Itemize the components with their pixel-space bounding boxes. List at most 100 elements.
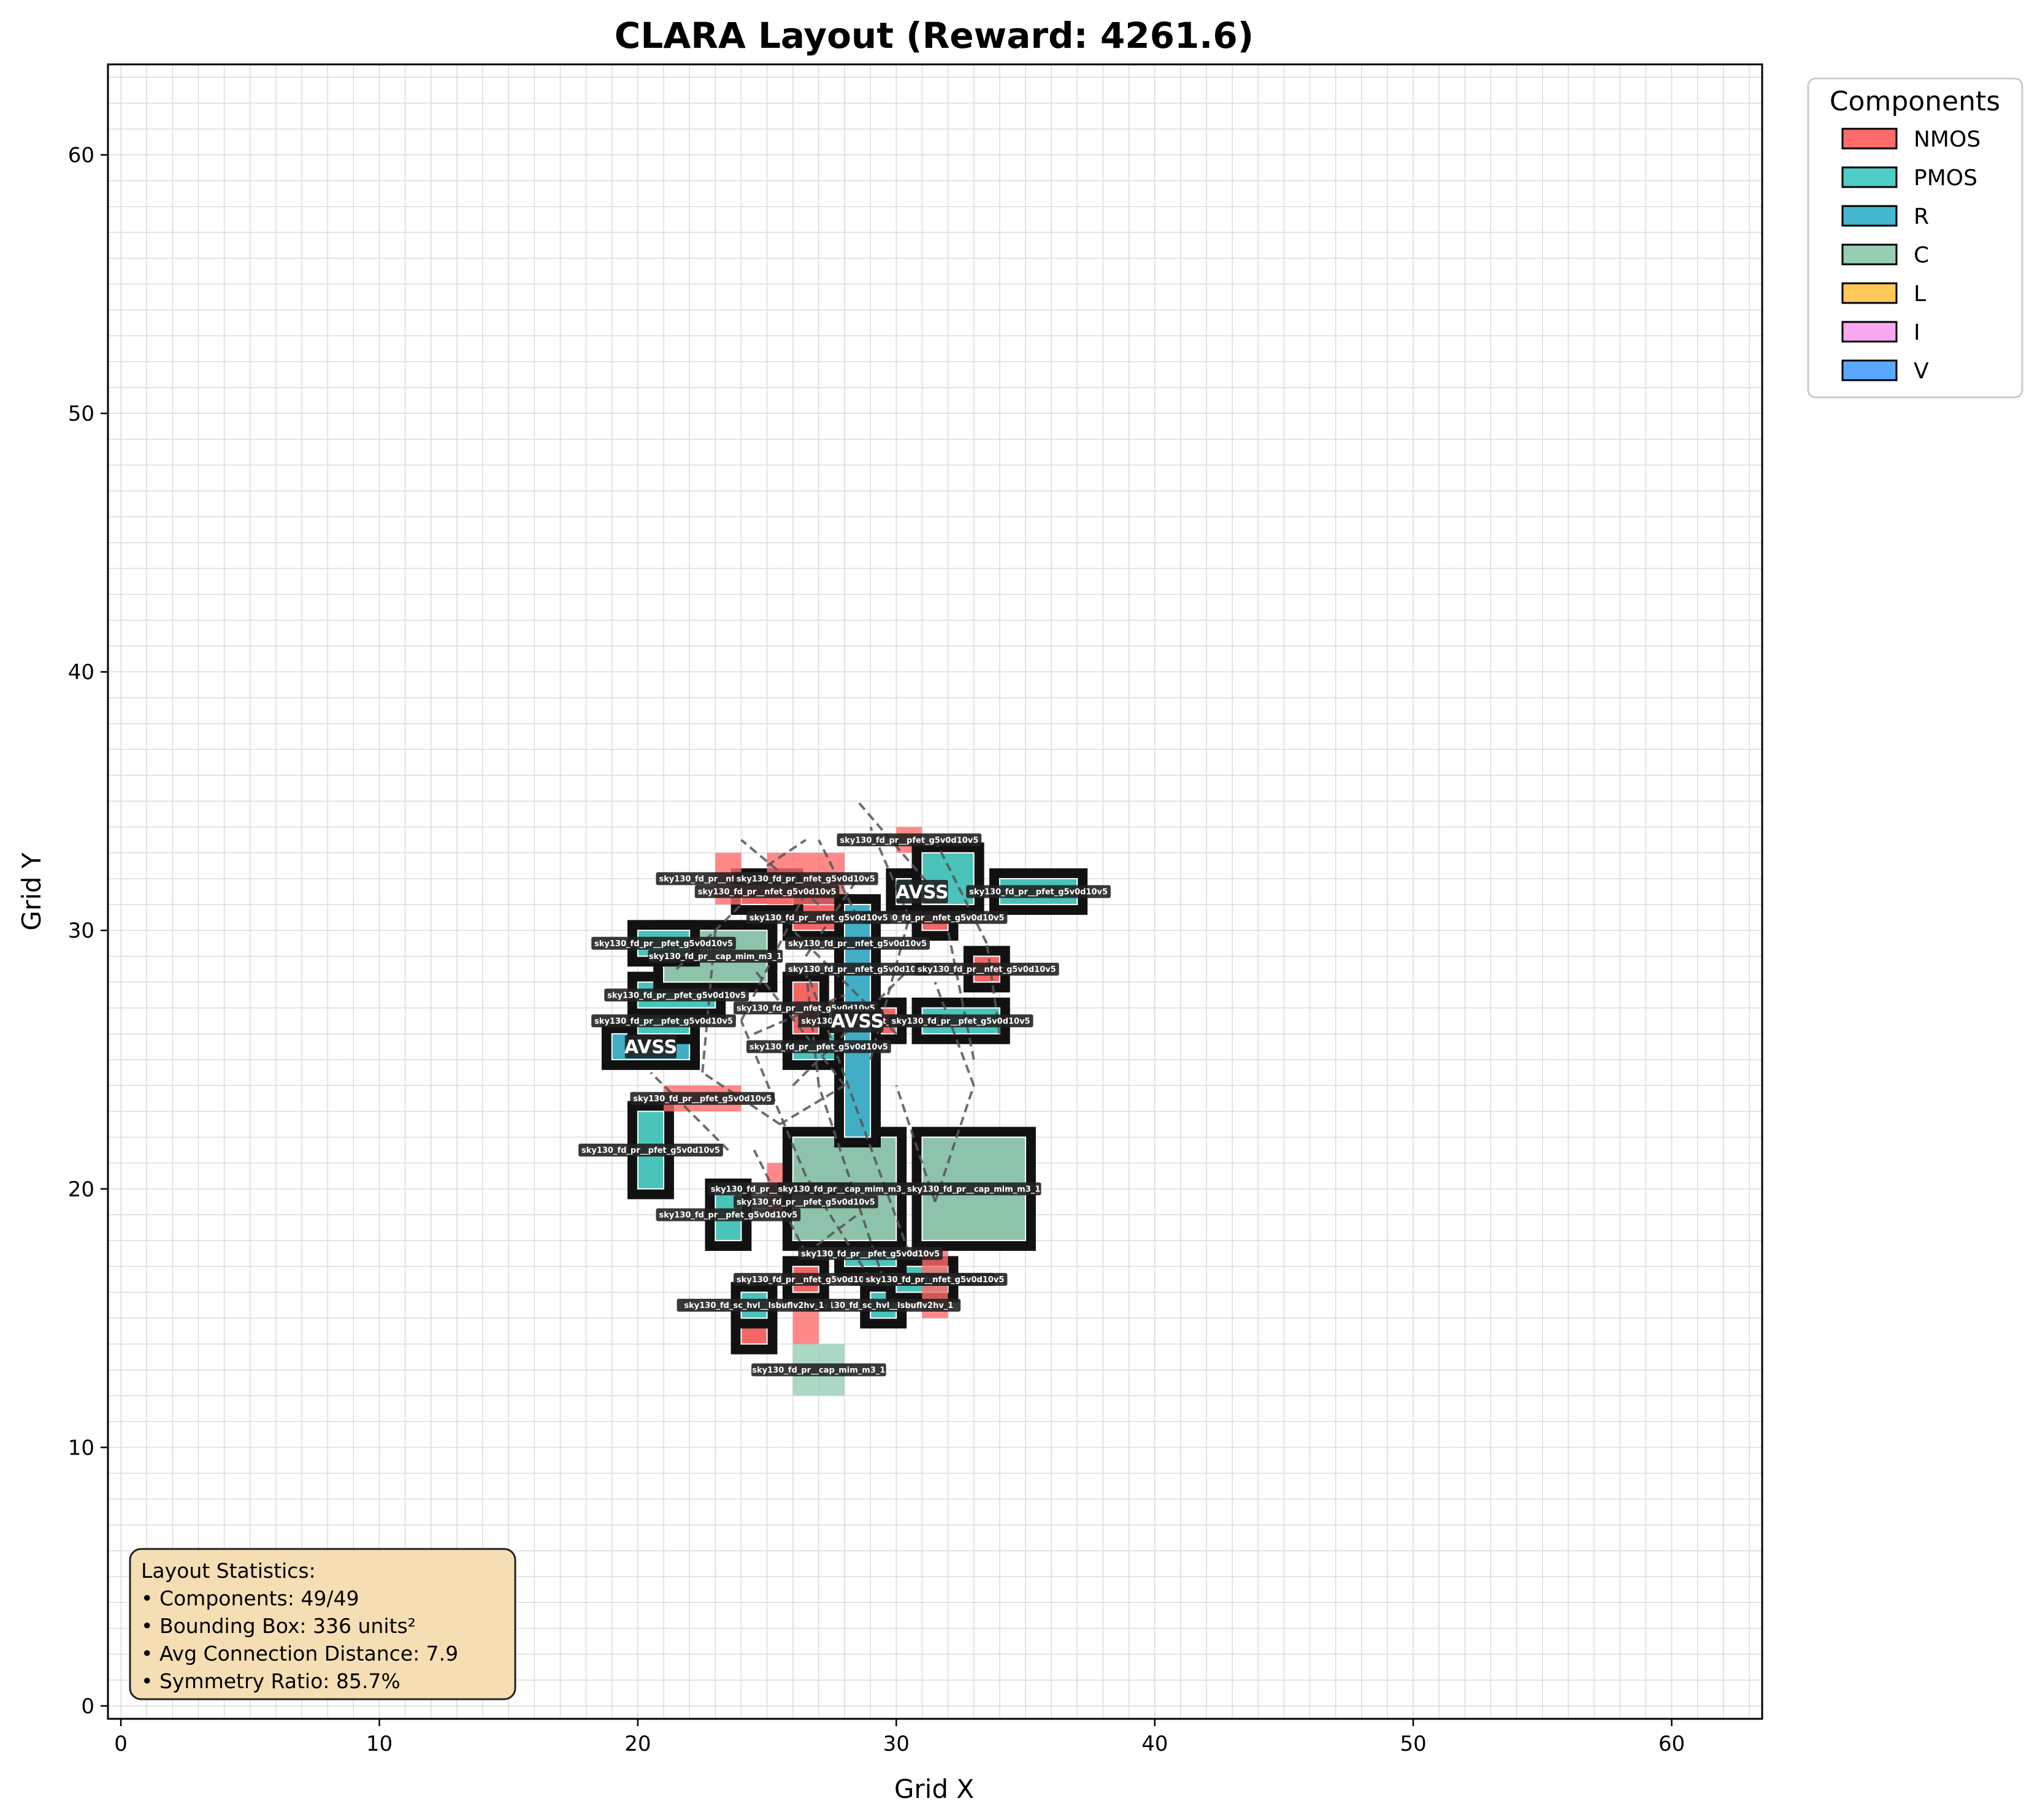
legend-box xyxy=(1807,77,2023,399)
stats-components: • Components: 49/49 xyxy=(141,1586,359,1610)
connection-line xyxy=(934,981,975,1086)
component-label-box xyxy=(777,1182,912,1196)
x-tick-label: 60 xyxy=(1658,1732,1685,1756)
component-label-box xyxy=(733,1195,878,1209)
legend-swatch xyxy=(1841,282,1898,304)
component-label: sky130_fd_pr__pfet_g5v0d10v5 xyxy=(801,1250,940,1259)
y-tick-label: 40 xyxy=(68,660,94,685)
component-label: sky130_fd_pr__nfet_g5v0d10v5 xyxy=(918,965,1056,974)
connection-line xyxy=(946,930,975,1060)
y-axis-label: Grid Y xyxy=(17,852,47,930)
y-tick-label: 30 xyxy=(68,919,94,943)
stats-avg-distance: • Avg Connection Distance: 7.9 xyxy=(141,1642,458,1665)
component-label: sky130_fd_pr__pfet_g5v0d10v5 xyxy=(633,1095,772,1104)
connection-line xyxy=(895,1085,937,1202)
component-label-box xyxy=(906,1182,1041,1196)
component-label-box xyxy=(733,1272,878,1286)
x-tick-label: 40 xyxy=(1141,1732,1168,1756)
component-label: sky130_fd_pr__nfet_g5v0d10v5 xyxy=(788,965,927,974)
connection-line xyxy=(650,1071,729,1151)
component-labels-layer: sky130_fd_pr__cap_mim_m3_1 sky130_fd_sc_h… xyxy=(578,833,1111,1377)
component-label: sky130_fd_pr__cap_mim_m3_1 xyxy=(752,1366,885,1375)
grid-lines xyxy=(108,64,1762,1719)
stats-box: Layout Statistics: • Components: 49/49 •… xyxy=(129,1548,516,1700)
component-label: sky130_fd_pr__cap_mim_m3_1 xyxy=(907,1185,1040,1194)
connection-line xyxy=(934,1085,975,1202)
stats-background xyxy=(129,1548,516,1700)
component-label-box xyxy=(578,1144,723,1157)
y-tick-label: 60 xyxy=(68,143,94,168)
stats-title: Layout Statistics: xyxy=(141,1559,316,1583)
component-label-box xyxy=(591,1014,736,1028)
component-label: sky130_fd_pr__pfet_g5v0d10v5 xyxy=(607,991,746,1000)
connection-line xyxy=(701,930,717,1073)
component-label-box xyxy=(806,1298,961,1312)
connection-line xyxy=(804,968,911,1254)
component-label: sky130_fd_pr__nfet_g5v0d10v5 xyxy=(788,939,927,949)
x-tick-label: 10 xyxy=(366,1732,393,1756)
legend-swatch xyxy=(1841,205,1898,227)
component-label: sky130_fd_pr__pfet_g5v0d10v5 xyxy=(594,939,733,949)
y-axis-ticks: 0 10 20 30 40 50 60 xyxy=(68,143,108,1719)
component-label: sky130_fd_pr__pfet_g5v0d10v5 xyxy=(659,1211,797,1220)
stats-symmetry: • Symmetry Ratio: 85.7% xyxy=(141,1669,401,1693)
component-label-box xyxy=(966,885,1111,898)
component-label-box xyxy=(798,1247,943,1260)
component-label-box xyxy=(888,1014,1033,1028)
legend-label: L xyxy=(1914,281,1926,307)
legend-swatch xyxy=(1841,128,1898,150)
component-label-box xyxy=(630,1092,775,1105)
component-label: sky130_fd_pr__pfet_g5v0d10v5 xyxy=(737,1198,875,1207)
plot-area: sky130_fd_pr__cap_mim_m3_1 sky130_fd_sc_h… xyxy=(107,63,1763,1720)
component-label: sky130_fd_pr__nfet_g5v0d10v5 xyxy=(750,914,888,923)
connection-line xyxy=(805,1214,859,1255)
y-tick-label: 20 xyxy=(68,1177,94,1202)
component-label: AVSS xyxy=(895,882,948,903)
component-label-box xyxy=(656,1208,801,1222)
legend-swatch xyxy=(1841,166,1898,188)
component-label: sky130_fd_pr__cap_mim_m3_1 xyxy=(778,1185,911,1194)
x-tick-label: 50 xyxy=(1400,1732,1426,1756)
legend-label: NMOS xyxy=(1914,127,1981,152)
component-label: sky130_fd_pr__nfet_g5v0d10v5 xyxy=(866,914,1005,923)
component-label: sky130_fd_sc_hvl__lsbuflv2hv_1 xyxy=(813,1301,953,1310)
plot-frame xyxy=(107,63,1763,1720)
component-label-box xyxy=(733,872,878,885)
component-label: sky130_fd_pr__pfet_g5v0d10v5 xyxy=(594,1017,733,1026)
component-label: sky130_fd_sc_hvl__lsbuflv2hv_1 xyxy=(684,1301,824,1310)
y-tick-label: 50 xyxy=(68,402,94,426)
component-label-box xyxy=(591,936,736,950)
x-tick-label: 20 xyxy=(624,1732,651,1756)
component-label: sky130_fd_pr__pfet_g5v0d10v5 xyxy=(581,1146,720,1155)
component-label-box xyxy=(785,962,930,976)
component-label-box xyxy=(862,1272,1008,1286)
connection-line xyxy=(934,839,988,944)
component-label-box xyxy=(896,879,948,903)
connection-line xyxy=(753,968,846,1087)
component-label: sky130_fd_pr__pfet_g5v0d10v5 xyxy=(969,888,1108,897)
component-label-box xyxy=(624,1034,677,1058)
legend-label: C xyxy=(1914,243,1929,268)
component-label: sky130_fd_pr__nfet_g5v0d10v5 xyxy=(698,888,837,897)
component-label-box xyxy=(648,949,783,963)
connection-line xyxy=(817,1085,885,1280)
chart-title: CLARA Layout (Reward: 4261.6) xyxy=(615,15,1254,56)
legend-title: Components xyxy=(1830,86,2000,117)
legend-label: I xyxy=(1914,320,1920,345)
component-label-box xyxy=(785,936,930,950)
component-label-box xyxy=(751,1363,886,1377)
x-axis-label: Grid X xyxy=(894,1774,974,1804)
legend-swatch xyxy=(1841,321,1898,343)
connection-line xyxy=(753,993,845,1035)
component-label: sky130_fd_pr__nfet_g5v0d10v5 xyxy=(737,875,875,884)
legend-swatch xyxy=(1841,359,1898,381)
component-label: AVSS xyxy=(831,1011,884,1033)
component-label-box xyxy=(677,1298,832,1312)
component-label-box xyxy=(746,911,891,924)
component-label: sky130_fd_pr__nfet_g5v0d10v5 xyxy=(737,1275,875,1285)
y-tick-label: 0 xyxy=(81,1694,94,1719)
legend-label: R xyxy=(1914,204,1929,229)
component-label-box xyxy=(746,1040,891,1053)
